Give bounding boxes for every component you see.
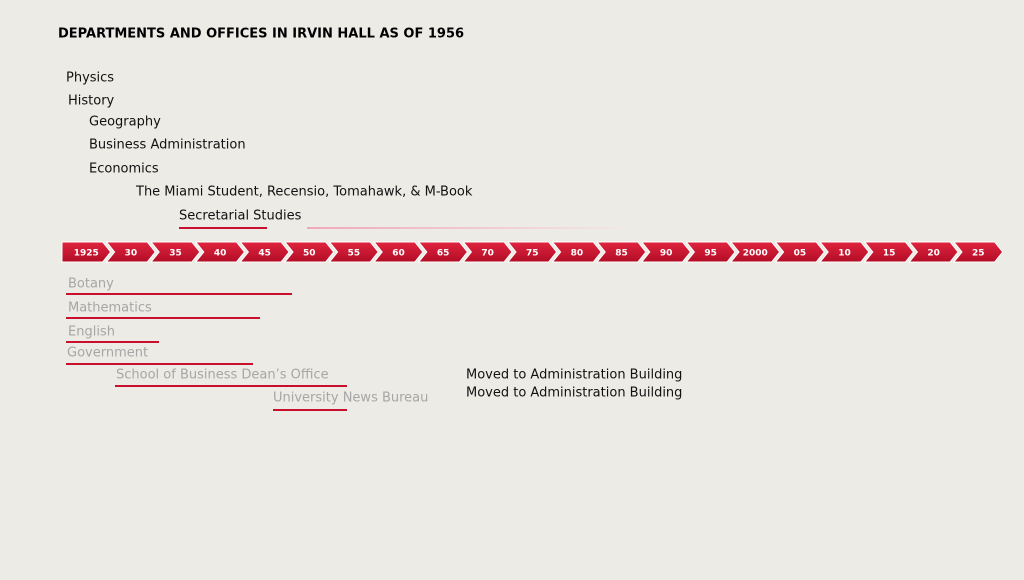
former-label: University News Bureau	[273, 391, 428, 406]
former-label: English	[68, 325, 115, 340]
title: DEPARTMENTS AND OFFICES IN IRVIN HALL AS…	[58, 27, 464, 42]
timeline-label: 85	[615, 249, 628, 259]
former-label: School of Business Dean’s Office	[116, 368, 329, 383]
timeline-label: 60	[392, 249, 405, 259]
department-label: Geography	[89, 115, 161, 130]
department-label: Physics	[66, 71, 114, 86]
timeline-label: 50	[303, 249, 316, 259]
timeline-label: 55	[348, 249, 361, 259]
timeline-label: 25	[972, 249, 985, 259]
department-label: The Miami Student, Recensio, Tomahawk, &…	[135, 185, 473, 200]
department-label: Secretarial Studies	[179, 209, 302, 224]
timeline-label: 05	[794, 249, 807, 259]
timeline: 1925 30 35 40 45 50 55 60 65 70 75 80 85 90 95 2000 05 10…	[62, 242, 1003, 262]
timeline-label: 70	[481, 249, 494, 259]
timeline-label: 35	[169, 249, 182, 259]
note: Moved to Administration Building	[466, 386, 682, 401]
timeline-label: 80	[571, 249, 584, 259]
timeline-label: 40	[214, 249, 227, 259]
timeline-label: 95	[704, 249, 717, 259]
timeline-label: 10	[838, 249, 851, 259]
timeline-label: 30	[125, 249, 138, 259]
department-label: History	[68, 94, 115, 109]
former-label: Mathematics	[68, 301, 152, 316]
timeline-label: 90	[660, 249, 673, 259]
department-label: Business Administration	[89, 138, 246, 153]
timeline-label: 15	[883, 249, 896, 259]
former-label: Government	[67, 346, 148, 361]
timeline-label: 45	[258, 249, 271, 259]
items: Physics History Geography Business Administ…	[66, 71, 620, 411]
department-label: Economics	[89, 162, 159, 177]
former-label: Botany	[68, 277, 114, 292]
timeline-label: 65	[437, 249, 450, 259]
timeline-label: 1925	[74, 249, 99, 259]
timeline-label: 20	[927, 249, 940, 259]
note: Moved to Administration Building	[466, 368, 682, 383]
timeline-label: 75	[526, 249, 539, 259]
timeline-label: 2000	[743, 249, 768, 259]
